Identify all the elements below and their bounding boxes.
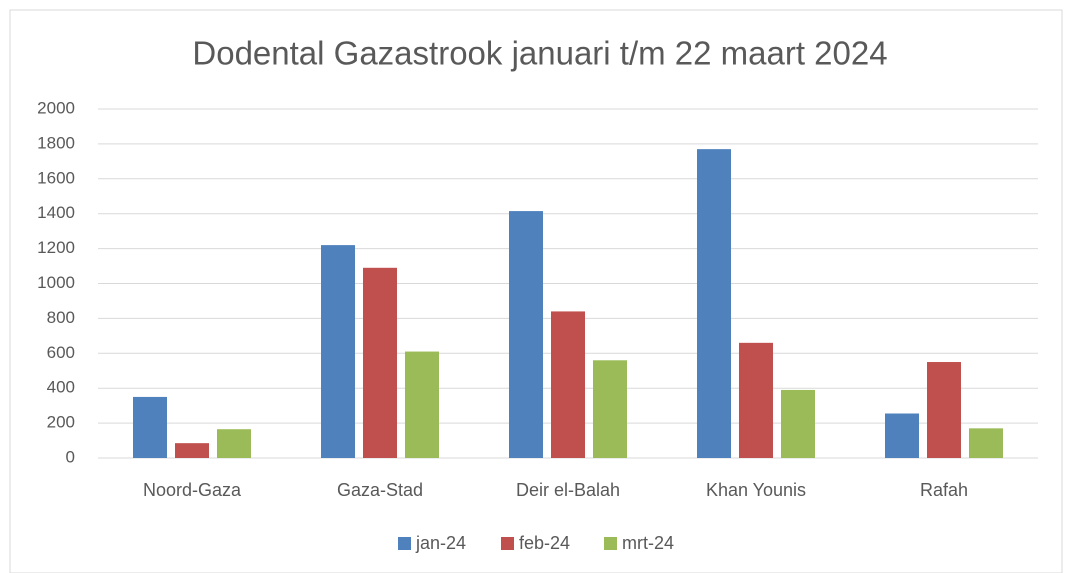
bar (781, 389, 815, 458)
bar (217, 429, 251, 458)
legend-label: jan-24 (415, 533, 466, 553)
y-tick-label: 1000 (37, 273, 75, 292)
bar (363, 267, 397, 458)
y-tick-label: 1800 (37, 133, 75, 152)
bar (593, 360, 627, 458)
bar (927, 362, 961, 458)
bar (551, 311, 585, 458)
bar (133, 396, 167, 458)
bar (175, 443, 209, 458)
chart-title: Dodental Gazastrook januari t/m 22 maart… (192, 35, 887, 72)
x-tick-label: Noord-Gaza (143, 480, 242, 500)
y-tick-label: 600 (47, 343, 75, 362)
bar (405, 351, 439, 458)
bar (697, 149, 731, 458)
legend-swatch (604, 537, 617, 550)
legend-label: feb-24 (519, 533, 570, 553)
bar (969, 428, 1003, 458)
y-tick-label: 800 (47, 308, 75, 327)
legend-label: mrt-24 (622, 533, 674, 553)
bar (885, 413, 919, 458)
bar (509, 211, 543, 458)
y-tick-label: 1400 (37, 203, 75, 222)
y-tick-label: 0 (66, 447, 75, 466)
y-tick-label: 200 (47, 413, 75, 432)
x-tick-label: Deir el-Balah (516, 480, 620, 500)
x-tick-label: Khan Younis (706, 480, 806, 500)
legend-swatch (398, 537, 411, 550)
legend-swatch (501, 537, 514, 550)
y-tick-label: 400 (47, 378, 75, 397)
y-tick-label: 1600 (37, 168, 75, 187)
y-tick-label: 1200 (37, 238, 75, 257)
x-tick-label: Rafah (920, 480, 968, 500)
y-tick-label: 2000 (37, 98, 75, 117)
bar (739, 342, 773, 458)
x-tick-label: Gaza-Stad (337, 480, 423, 500)
bar (321, 245, 355, 458)
